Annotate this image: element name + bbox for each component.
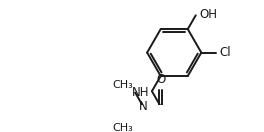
- Text: CH₃: CH₃: [113, 80, 134, 90]
- Text: N: N: [139, 100, 148, 113]
- Text: NH: NH: [132, 86, 149, 98]
- Text: OH: OH: [199, 8, 217, 21]
- Text: O: O: [156, 74, 165, 86]
- Text: Cl: Cl: [220, 46, 231, 59]
- Text: CH₃: CH₃: [113, 123, 134, 132]
